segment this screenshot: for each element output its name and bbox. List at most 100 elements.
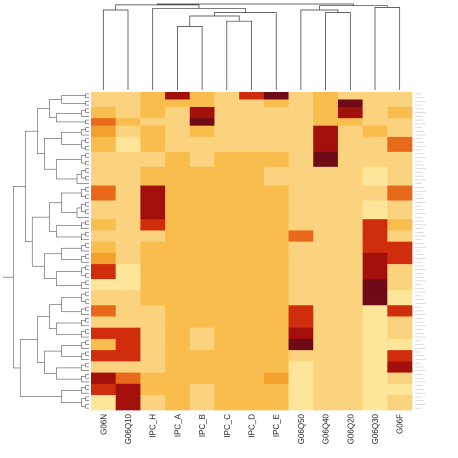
heatmap-cell [165,383,191,388]
dendrogram-branch [85,299,89,304]
heatmap-cell [189,219,215,224]
heatmap-cell [387,121,413,127]
heatmap-cell [115,286,141,291]
heatmap-cell [362,279,388,284]
heatmap-cell [239,406,265,411]
heatmap-cell [214,193,240,198]
heatmap-cell [91,133,117,138]
heatmap-cell [337,245,363,250]
heatmap-cell [214,95,240,100]
heatmap-cell [239,294,265,299]
column-label: G06Q40 [322,413,331,444]
heatmap-cell [239,129,265,134]
heatmap-cell [263,282,289,287]
dendrogram-branch [76,207,89,218]
dendrogram-branch [85,160,89,166]
heatmap-cell [214,144,240,149]
dendrogram-branch [81,189,86,197]
heatmap-cell [189,103,215,108]
heatmap-cell [140,99,166,104]
heatmap-cell [189,346,215,351]
heatmap-cell [239,387,265,392]
heatmap-cell [288,189,314,194]
heatmap-cell [362,338,388,344]
column-label: IPC_C [223,414,232,438]
heatmap-cell [165,380,191,385]
heatmap-cell [115,282,141,287]
heatmap-cell [263,159,289,164]
heatmap-cell [91,200,117,205]
heatmap-cell [140,245,166,250]
heatmap-cell [91,275,117,280]
heatmap-cell [263,305,289,310]
heatmap-cell [387,170,413,175]
heatmap-cell [313,245,339,250]
heatmap-cell [387,140,413,145]
heatmap-cell [288,136,314,141]
heatmap-cell [263,275,289,280]
heatmap-cell [214,110,240,115]
dendrogram-branch [61,345,82,357]
heatmap-cell [337,249,363,254]
heatmap-cell [214,136,240,141]
heatmap-cell [189,204,215,209]
heatmap-cell [313,155,339,160]
heatmap-cell [362,103,388,108]
heatmap-cell [313,163,339,168]
heatmap-cell [115,226,141,231]
heatmap-cell [91,335,117,340]
heatmap-cell [313,327,339,332]
heatmap-cell [91,372,117,377]
dendrogram-branch [85,187,89,192]
dendrogram-branch [85,280,89,285]
heatmap-cell [165,331,191,336]
heatmap-cell [165,174,191,179]
heatmap-cell [337,301,363,306]
heatmap-cell [91,193,117,198]
heatmap-cell [189,338,215,344]
heatmap-cell [288,106,314,112]
dendrogram-branch [85,209,89,214]
heatmap-cell [337,368,363,373]
heatmap-cell [387,234,413,239]
column-label: IPC_E [272,414,281,437]
heatmap-cell [362,148,388,153]
heatmap-cell [91,222,117,228]
heatmap-cell [189,170,215,175]
heatmap-cell [337,282,363,287]
heatmap-cell [288,237,314,242]
heatmap-cell [140,159,166,164]
heatmap-cell [189,391,215,396]
heatmap-cell [337,174,363,179]
heatmap-cell [337,361,363,366]
heatmap-cell [165,219,191,224]
heatmap-cell [313,189,339,194]
heatmap-cell [189,376,215,381]
heatmap-cell [288,308,314,314]
heatmap-cell [313,121,339,127]
heatmap-cell [387,308,413,314]
heatmap-cell [337,305,363,310]
heatmap-cell [239,327,265,332]
heatmap-cell [387,271,413,276]
heatmap-cell [362,163,388,168]
dendrogram-branch [157,3,354,6]
heatmap-cell [189,114,215,119]
heatmap-cell [362,185,388,190]
heatmap-cell [263,189,289,194]
heatmap-cell [387,185,413,190]
heatmap-cell [115,383,141,388]
heatmap-cell [165,271,191,276]
heatmap-cell [387,129,413,134]
heatmap-cells [91,92,413,411]
heatmap-cell [239,402,265,407]
heatmap-cell [313,267,339,272]
dendrogram-branch [81,387,89,394]
heatmap-cell [263,350,289,355]
heatmap-cell [115,215,141,220]
heatmap-cell [165,282,191,287]
heatmap-cell [140,338,166,344]
heatmap-cell [288,335,314,340]
heatmap-cell [239,178,265,183]
